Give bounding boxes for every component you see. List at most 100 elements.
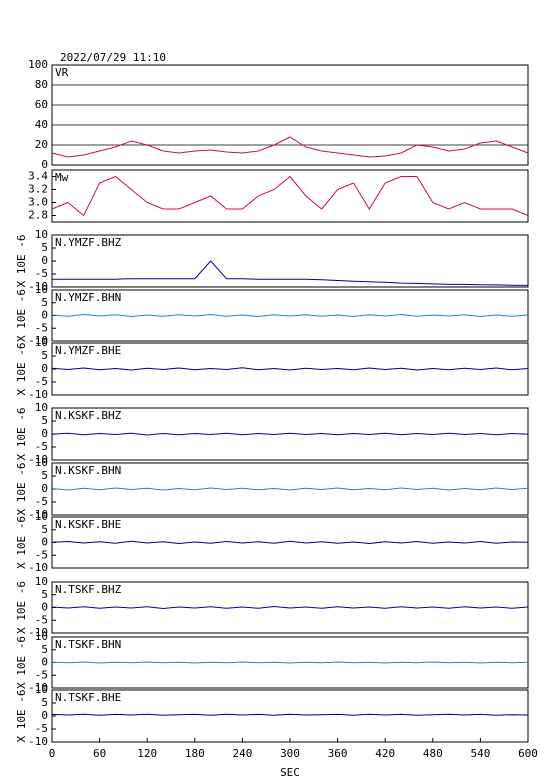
y-tick-label: -10	[28, 626, 48, 639]
panel-label: N.TSKF.BHE	[55, 691, 121, 704]
y-axis-label: X 10E -6	[15, 581, 28, 634]
y-tick-label: 0	[41, 709, 48, 722]
y-tick-label: 10	[35, 510, 48, 523]
data-line	[51, 313, 529, 318]
y-tick-label: 5	[41, 696, 48, 709]
y-tick-label: 2.8	[28, 209, 48, 222]
y-tick-label: -5	[35, 668, 48, 681]
y-tick-label: 0	[41, 362, 48, 375]
y-tick-label: 100	[28, 58, 48, 71]
y-tick-label: -10	[28, 508, 48, 521]
panel-label: N.YMZF.BHN	[55, 291, 121, 304]
x-tick-label: 240	[232, 747, 252, 760]
data-line	[51, 540, 529, 545]
panel-frame	[51, 169, 529, 223]
y-tick-label: 5	[41, 241, 48, 254]
x-tick-label: 480	[423, 747, 443, 760]
y-tick-label: 0	[41, 254, 48, 267]
x-tick-label: 540	[470, 747, 490, 760]
y-tick-label: 10	[35, 336, 48, 349]
panel-frame	[51, 689, 529, 743]
y-tick-label: -5	[35, 375, 48, 388]
data-line	[51, 487, 529, 491]
data-line	[51, 661, 529, 664]
panel-label: Mw	[55, 171, 69, 184]
x-tick-label: 360	[328, 747, 348, 760]
y-tick-label: 5	[41, 523, 48, 536]
y-tick-label: -10	[28, 681, 48, 694]
y-tick-label: 3.0	[28, 196, 48, 209]
y-tick-label: 3.2	[28, 183, 48, 196]
y-tick-label: -10	[28, 561, 48, 574]
x-tick-label: 420	[375, 747, 395, 760]
data-line	[51, 605, 529, 610]
y-tick-label: 0	[41, 309, 48, 322]
y-tick-label: 5	[41, 414, 48, 427]
y-tick-label: 3.4	[28, 170, 48, 183]
y-tick-label: -5	[35, 495, 48, 508]
data-line	[51, 175, 529, 217]
x-tick-label: 600	[518, 747, 538, 760]
y-tick-label: -10	[28, 280, 48, 293]
y-tick-label: 5	[41, 643, 48, 656]
data-line	[51, 432, 529, 436]
chart-title: 2022/07/29 11:10	[60, 51, 166, 64]
y-tick-label: 0	[41, 158, 48, 171]
y-tick-label: 5	[41, 349, 48, 362]
y-tick-label: 60	[35, 98, 48, 111]
y-tick-label: 5	[41, 296, 48, 309]
data-line	[51, 713, 529, 716]
x-tick-label: 0	[49, 747, 56, 760]
panel-label: N.YMZF.BHZ	[55, 236, 122, 249]
y-axis-label: X 10E -6	[15, 289, 28, 342]
y-tick-label: -5	[35, 321, 48, 334]
y-tick-label: -5	[35, 267, 48, 280]
y-tick-label: 0	[41, 601, 48, 614]
y-tick-label: 10	[35, 283, 48, 296]
y-axis-label: X 10E -6	[15, 235, 28, 288]
x-tick-label: 120	[137, 747, 157, 760]
y-axis-label: X 10E -6	[15, 690, 28, 743]
y-tick-label: 10	[35, 630, 48, 643]
y-tick-label: 20	[35, 138, 48, 151]
panel-label: N.YMZF.BHE	[55, 344, 121, 357]
data-line	[51, 367, 529, 371]
panel-label: VR	[55, 66, 69, 79]
y-axis-label: X 10E -6	[15, 463, 28, 516]
y-tick-label: 40	[35, 118, 48, 131]
y-tick-label: 0	[41, 427, 48, 440]
y-tick-label: 0	[41, 482, 48, 495]
y-tick-label: 5	[41, 588, 48, 601]
y-tick-label: -10	[28, 453, 48, 466]
y-axis-label: X 10E -6	[15, 516, 28, 569]
y-tick-label: -5	[35, 548, 48, 561]
x-tick-label: 180	[185, 747, 205, 760]
y-tick-label: -5	[35, 440, 48, 453]
y-axis-label: X 10E -6	[15, 636, 28, 689]
y-tick-label: 10	[35, 401, 48, 414]
y-tick-label: -10	[28, 334, 48, 347]
y-axis-label: X 10E -6	[15, 343, 28, 396]
data-line	[51, 136, 529, 158]
y-tick-label: -5	[35, 722, 48, 735]
y-tick-label: -5	[35, 613, 48, 626]
panel-label: N.KSKF.BHN	[55, 464, 121, 477]
data-line	[52, 260, 529, 286]
panel-label: N.KSKF.BHZ	[55, 409, 122, 422]
y-tick-label: 10	[35, 683, 48, 696]
y-tick-label: -10	[28, 388, 48, 401]
y-tick-label: 5	[41, 469, 48, 482]
y-tick-label: 0	[41, 536, 48, 549]
x-tick-label: 300	[280, 747, 300, 760]
x-tick-label: 60	[93, 747, 106, 760]
panel-label: N.TSKF.BHZ	[55, 583, 122, 596]
y-tick-label: 10	[35, 456, 48, 469]
y-tick-label: -10	[28, 735, 48, 748]
y-tick-label: 80	[35, 78, 48, 91]
y-tick-label: 10	[35, 575, 48, 588]
x-axis-label: SEC	[280, 766, 300, 779]
y-tick-label: 0	[41, 656, 48, 669]
panel-label: N.TSKF.BHN	[55, 638, 121, 651]
y-tick-label: 10	[35, 228, 48, 241]
